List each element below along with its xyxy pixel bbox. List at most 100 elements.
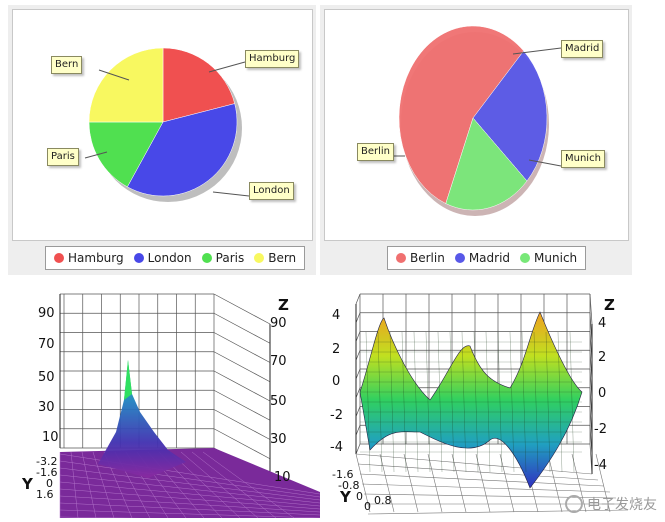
legend-label: Madrid [468,251,511,265]
pie-panel-1: Hamburg London Paris Bern Hamburg London… [8,5,316,275]
legend-swatch [54,253,64,263]
mesh-line [59,488,321,510]
pie-legend-2: Berlin Madrid Munich [387,246,587,270]
z-tick-left: 2 [332,342,341,357]
legend-item-hamburg: Hamburg [54,251,124,265]
mesh-line [59,502,321,516]
grid-line [355,443,361,455]
grid-line [213,293,271,325]
z-tick-right: -2 [594,422,607,437]
surface-peak-top [124,360,132,400]
y-axis-label: Y [22,475,33,493]
callout-bern: Bern [51,56,83,74]
grid-line [595,453,611,513]
grid-line [589,293,593,325]
z-tick-left: -4 [330,440,343,455]
grid-line [355,368,361,380]
legend-swatch [520,253,531,263]
grid-line [359,473,605,487]
y-tick: -3.2 [36,455,58,468]
grid-line [355,331,361,342]
grid-line [355,312,361,323]
surface-1-svg [59,293,321,522]
grid-line [213,370,271,402]
legend-item-berlin: Berlin [396,251,445,265]
pie-slice-london [127,103,238,197]
mesh-line [180,451,259,519]
grid-line [499,453,515,513]
grid-line [213,351,271,383]
z-tick-left: -2 [330,408,343,423]
z-tick-left: 30 [38,400,55,415]
legend-item-munich: Munich [520,251,577,265]
callout-berlin: Berlin [357,143,395,161]
z-tick-right: 0 [598,386,607,401]
legend-swatch [254,253,265,263]
legend-swatch [201,253,212,263]
legend-swatch [454,253,465,263]
grid-line [361,483,611,493]
mesh-line [59,474,321,504]
grid-line [547,453,563,513]
y-tick: 0 [356,490,363,503]
z-tick-right: 10 [274,470,291,485]
z-tick-right: 90 [270,316,287,331]
pie-chart-1 [84,47,250,202]
grid-line [213,428,271,460]
z-tick-left: 10 [42,430,59,445]
watermark: 电子发烧友 [565,494,657,514]
z-tick-right: 30 [270,432,287,447]
surface-2-svg [355,293,629,515]
pie-plot-2: Berlin Madrid Munich [324,9,629,241]
grid-line [451,453,467,513]
mesh-line [70,451,79,519]
z-tick-left: 0 [332,374,341,389]
callout-london: London [249,182,294,200]
leader-line [98,69,130,81]
grid-line [213,389,271,421]
mesh-line [59,509,321,519]
grid-line [571,453,587,513]
grid-line [213,312,271,344]
leader-line [208,61,246,73]
leader-line [512,47,562,55]
mesh-line [81,451,97,519]
grid-line [355,406,361,417]
mesh-line [92,451,115,519]
callout-munich: Munich [561,150,605,168]
z-tick-right: 4 [598,316,607,331]
pie-slice-munich [445,117,528,211]
surface-plot-2: 4 2 0 -2 -4 Z 4 2 0 -2 -4 -1.6 -0.8 0 0 … [330,282,660,518]
grid-line [427,453,443,513]
legend-swatch [396,253,406,263]
grid-line [355,293,361,305]
legend-label: Paris [215,251,245,265]
pie-slice-madrid [472,50,548,182]
mesh-line [202,451,295,519]
grid-line [355,425,361,436]
mesh-line [59,460,321,498]
leader-line [212,191,250,197]
leader-line [84,151,108,159]
pie-slice-paris [88,121,164,188]
pie-slice-bern [88,47,164,123]
z-tick-left: 4 [332,308,341,323]
grid-line [367,509,629,515]
pie-plot-1: Hamburg London Paris Bern [12,9,313,241]
legend-label: Berlin [410,251,445,265]
grid-line [379,453,395,513]
surface-mesh [359,311,583,489]
z-tick-right: 50 [270,394,287,409]
callout-hamburg: Hamburg [245,50,300,68]
callout-madrid: Madrid [561,40,604,58]
legend-label: London [147,251,192,265]
z-tick-right: 70 [270,354,287,369]
y-tick: 0 [46,477,53,490]
callout-paris: Paris [47,148,79,166]
watermark-logo-icon [565,495,583,513]
watermark-text: 电子发烧友 [587,497,657,513]
pie-slice-berlin [398,25,524,204]
z-axis-label: Z [278,296,289,314]
pie-panel-2: Berlin Madrid Munich Berlin Madrid Munic… [320,5,632,275]
z-tick-left: 70 [38,337,55,352]
